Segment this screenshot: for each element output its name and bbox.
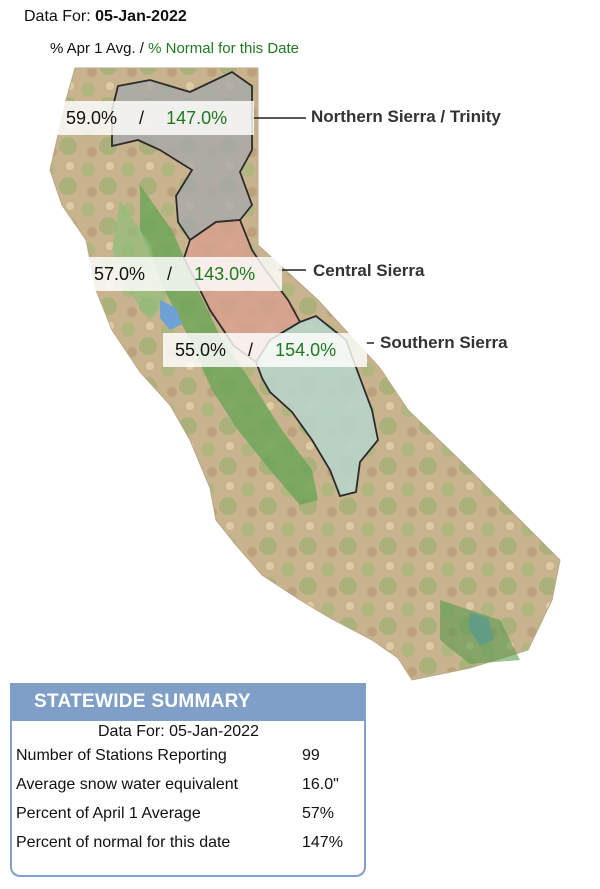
summary-label-swe: Average snow water equivalent (16, 776, 239, 793)
summary-value-swe: 16.0" (302, 776, 339, 793)
pct-normal-northern: 147.0% (166, 107, 228, 128)
summary-row-swe: Average snow water equivalent 16.0" (16, 776, 339, 794)
pct-normal-central: 143.0% (194, 263, 256, 284)
legend-apr1: % Apr 1 Avg. / (50, 40, 144, 57)
region-box-southern: 55.0% / 154.0% (163, 333, 367, 367)
desert-lake (440, 600, 520, 664)
pct-apr1-southern: 55.0% (175, 339, 227, 360)
region-name-northern: Northern Sierra / Trinity (311, 107, 501, 126)
statewide-summary-panel: STATEWIDE SUMMARY Data For: 05-Jan-2022 … (10, 683, 366, 877)
summary-value-apr1: 57% (302, 805, 335, 822)
separator-central: / (167, 263, 173, 284)
summary-row-stations: Number of Stations Reporting 99 (16, 747, 320, 765)
region-box-northern: 59.0% / 147.0% (54, 101, 254, 135)
pct-normal-southern: 154.0% (275, 339, 337, 360)
legend: % Apr 1 Avg. / % Normal for this Date (50, 40, 299, 57)
region-name-central: Central Sierra (313, 261, 425, 280)
region-box-central: 57.0% / 143.0% (82, 257, 282, 291)
summary-label-stations: Number of Stations Reporting (16, 747, 227, 764)
summary-row-normal: Percent of normal for this date 147% (16, 834, 343, 852)
summary-value-normal: 147% (302, 834, 343, 851)
separator-southern: / (248, 339, 254, 360)
summary-title: STATEWIDE SUMMARY (12, 683, 364, 721)
separator-northern: / (139, 107, 145, 128)
summary-date: Data For: 05-Jan-2022 (98, 723, 259, 740)
summary-label-apr1: Percent of April 1 Average (16, 805, 201, 822)
data-date-value: 05-Jan-2022 (95, 8, 187, 25)
legend-normal: % Normal for this Date (148, 40, 300, 57)
bay-water (160, 300, 182, 330)
data-date-label: Data For: (24, 8, 91, 25)
data-date-heading: Data For: 05-Jan-2022 (24, 8, 187, 26)
summary-label-normal: Percent of normal for this date (16, 834, 231, 851)
pct-apr1-central: 57.0% (94, 263, 146, 284)
summary-value-stations: 99 (302, 747, 320, 764)
pct-apr1-northern: 59.0% (66, 107, 118, 128)
summary-row-apr1: Percent of April 1 Average 57% (16, 805, 334, 823)
region-name-southern: Southern Sierra (380, 333, 508, 352)
